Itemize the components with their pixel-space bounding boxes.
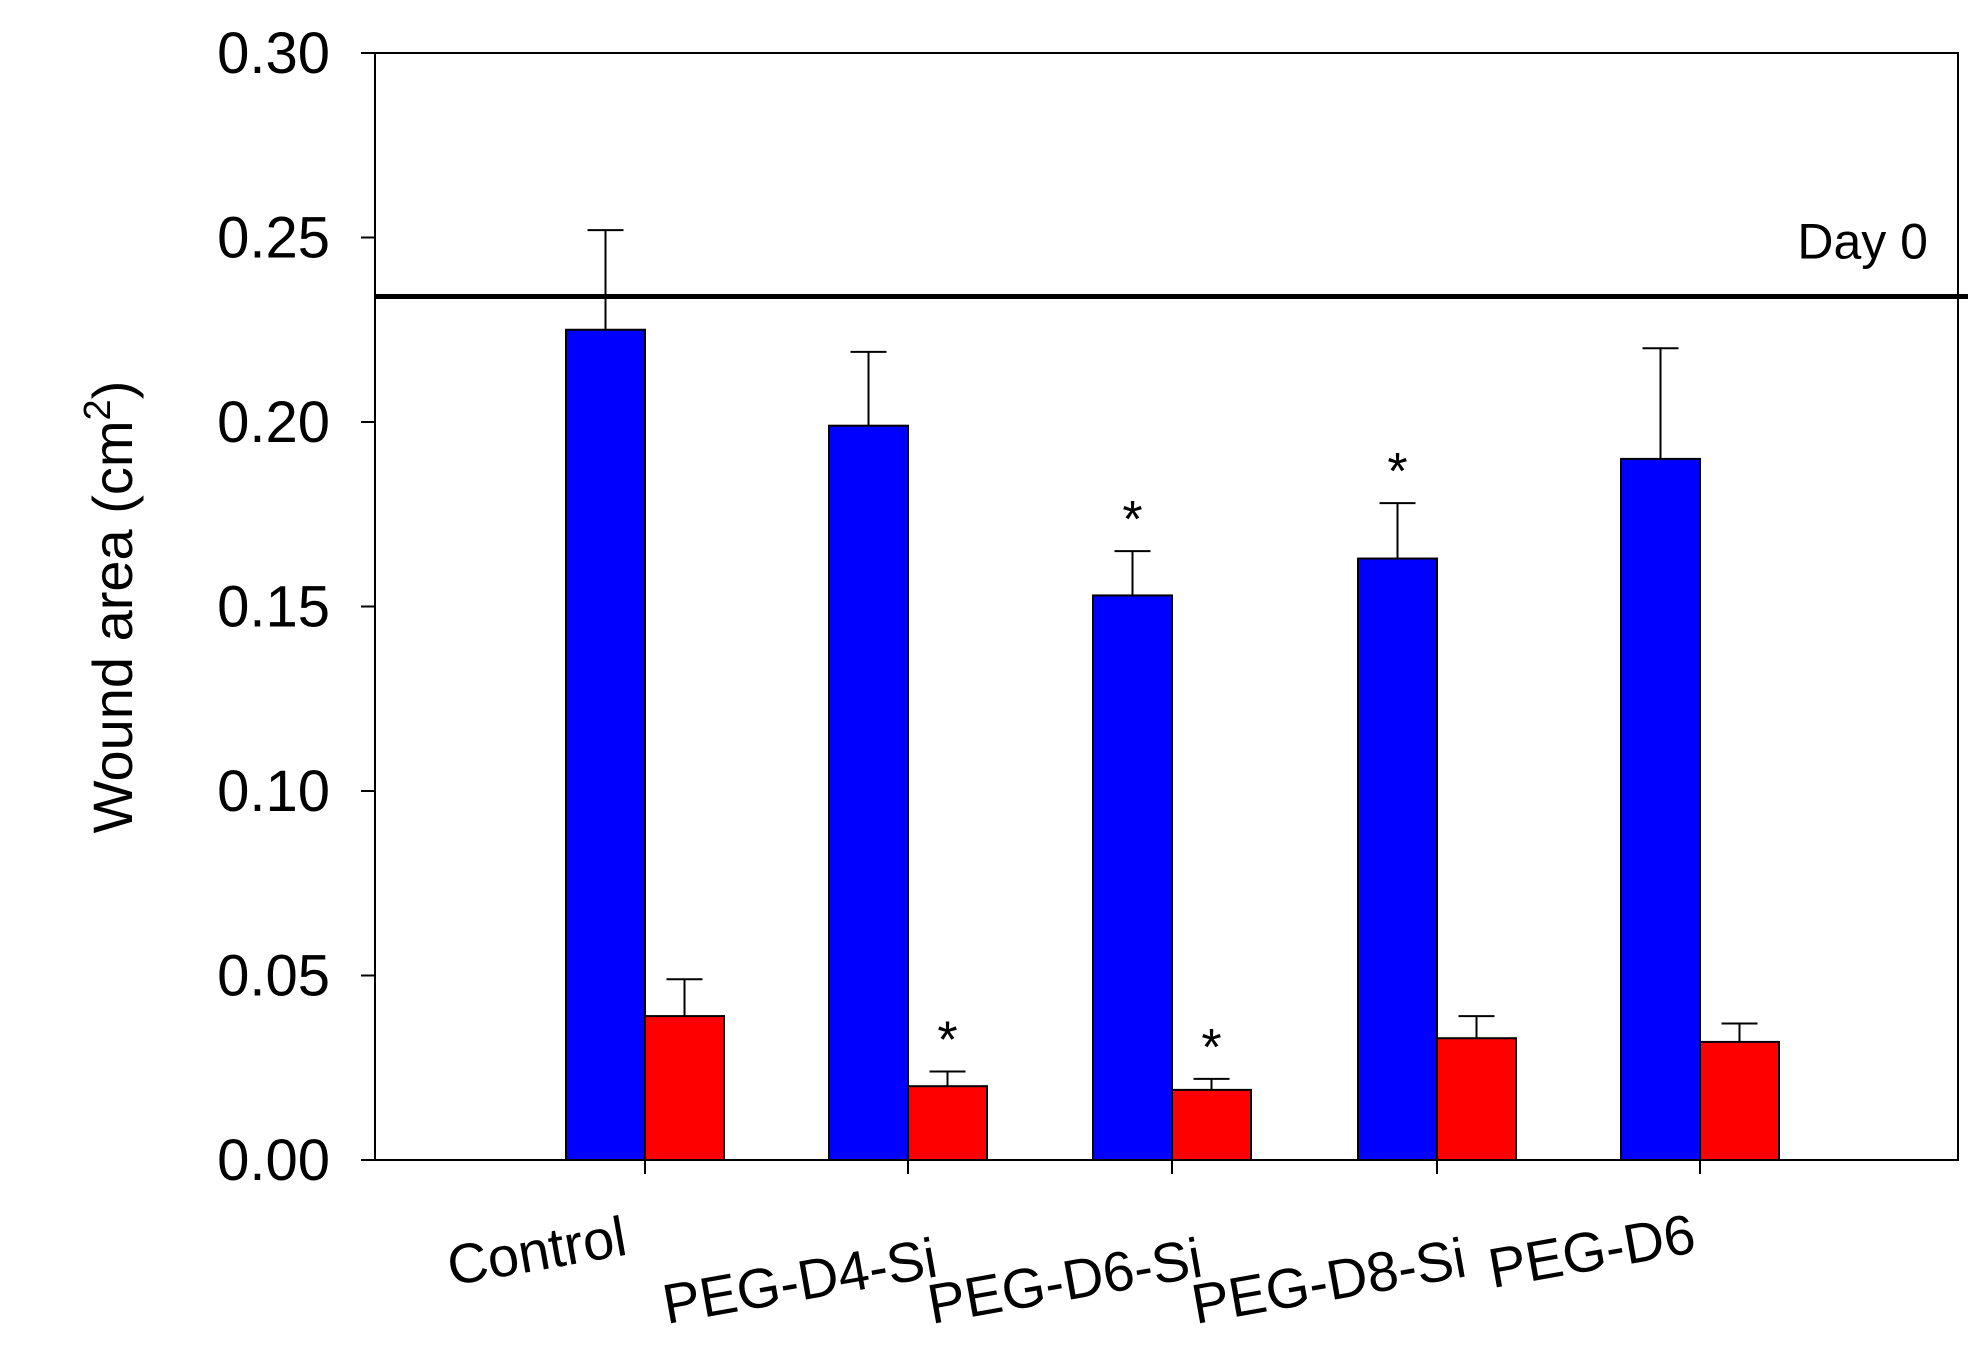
- significance-marker: *: [937, 1011, 957, 1069]
- y-axis-title-superscript: 2: [77, 399, 119, 420]
- significance-marker: *: [1387, 443, 1407, 501]
- y-tick-label: 0.00: [217, 1128, 330, 1193]
- category-label: PEG-D4-Si: [658, 1226, 942, 1336]
- category-label: PEG-D8-Si: [1187, 1226, 1471, 1336]
- bar-red-2: [907, 1085, 988, 1161]
- y-axis-title: Wound area (cm2): [77, 381, 144, 834]
- y-axis-title-text: Wound area (cm: [81, 420, 144, 833]
- y-tick-label: 0.20: [217, 390, 330, 455]
- day0-label: Day 0: [1797, 214, 1928, 270]
- y-axis: 0.00 0.05 0.10 0.15 0.20 0.25 0.30: [217, 21, 375, 1193]
- y-tick-label: 0.05: [217, 944, 330, 1009]
- bar-red-4: [1436, 1037, 1517, 1161]
- significance-marker: *: [1201, 1019, 1221, 1077]
- y-tick-label: 0.30: [217, 21, 330, 86]
- y-tick-label: 0.15: [217, 575, 330, 640]
- bar-red-1: [644, 1015, 725, 1162]
- bar-blue-4: [1357, 557, 1438, 1161]
- y-tick-label: 0.10: [217, 759, 330, 824]
- y-tick-label: 0.25: [217, 206, 330, 271]
- bars-group: * * * *: [565, 229, 1780, 1162]
- bar-blue-1: [565, 328, 646, 1161]
- category-label: Control: [442, 1204, 631, 1297]
- bar-blue-2: [828, 424, 909, 1161]
- bar-red-5: [1699, 1040, 1780, 1162]
- bar-red-3: [1171, 1088, 1252, 1162]
- category-label: PEG-D6: [1483, 1202, 1699, 1300]
- bar-blue-5: [1620, 457, 1701, 1161]
- bar-blue-3: [1092, 594, 1173, 1161]
- significance-marker: *: [1122, 491, 1142, 549]
- y-axis-title-close: ): [81, 381, 144, 400]
- category-label: PEG-D6-Si: [923, 1226, 1207, 1336]
